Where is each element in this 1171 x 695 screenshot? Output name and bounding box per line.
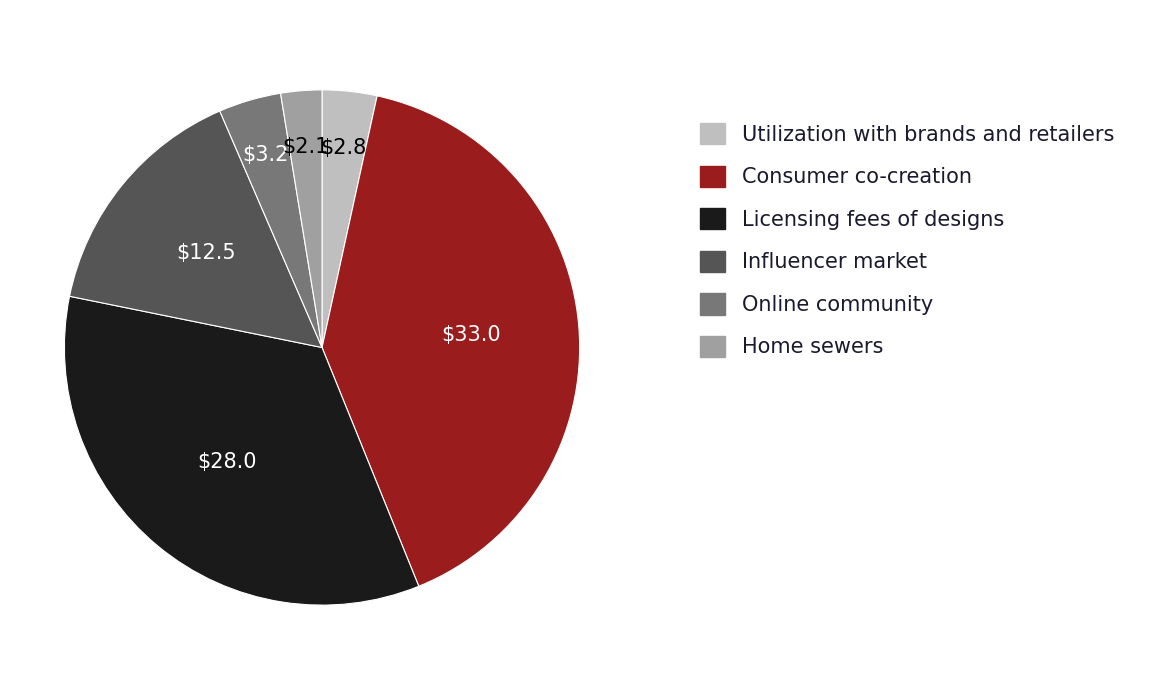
Wedge shape <box>281 90 322 348</box>
Wedge shape <box>322 90 377 348</box>
Text: $12.5: $12.5 <box>176 243 235 263</box>
Text: $2.8: $2.8 <box>321 138 367 158</box>
Wedge shape <box>69 111 322 348</box>
Legend: Utilization with brands and retailers, Consumer co-creation, Licensing fees of d: Utilization with brands and retailers, C… <box>692 115 1123 366</box>
Text: $28.0: $28.0 <box>197 452 256 473</box>
Text: $33.0: $33.0 <box>441 325 501 345</box>
Text: $3.2: $3.2 <box>242 145 289 165</box>
Wedge shape <box>220 93 322 348</box>
Text: $2.1: $2.1 <box>282 137 329 157</box>
Wedge shape <box>322 96 580 587</box>
Wedge shape <box>64 296 419 605</box>
